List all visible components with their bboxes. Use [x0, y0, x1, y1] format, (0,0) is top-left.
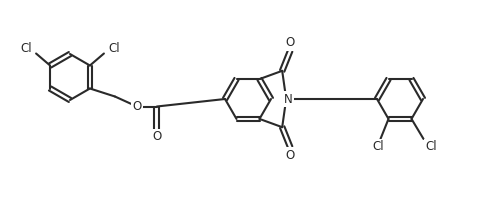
Text: O: O [152, 130, 161, 143]
Text: O: O [285, 36, 295, 49]
Text: O: O [285, 149, 295, 162]
Text: O: O [132, 100, 142, 113]
Text: Cl: Cl [20, 42, 32, 55]
Text: Cl: Cl [108, 42, 120, 55]
Text: Cl: Cl [426, 140, 437, 153]
Text: N: N [284, 93, 293, 106]
Text: Cl: Cl [373, 140, 384, 153]
